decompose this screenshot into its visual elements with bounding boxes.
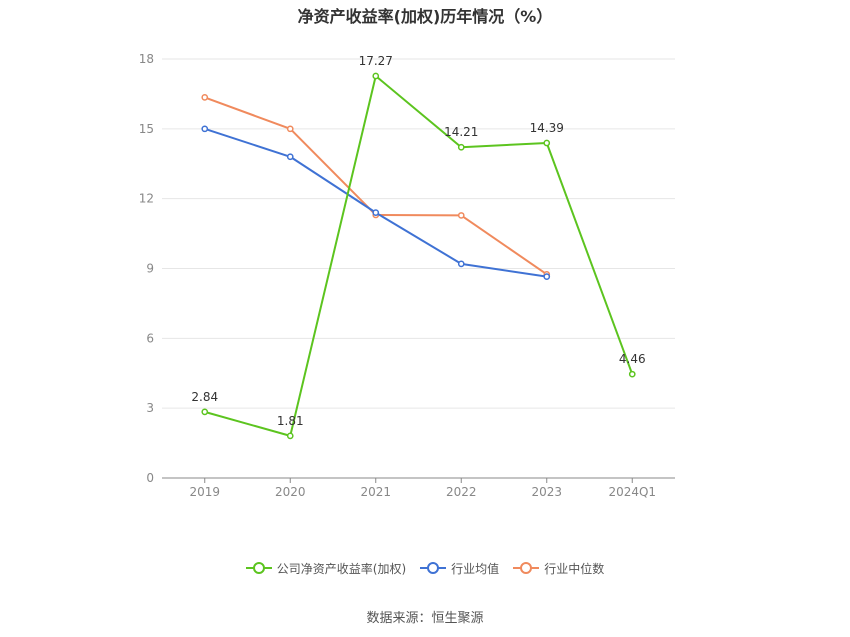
data-point-company (201, 408, 209, 416)
x-tick-label: 2024Q1 (608, 485, 656, 499)
data-point-industry_avg (457, 260, 465, 268)
legend-swatch-marker (252, 562, 265, 574)
data-point-industry_avg (372, 209, 380, 216)
data-point-company (286, 432, 294, 440)
x-tick-label: 2019 (189, 485, 220, 499)
grid-lines (162, 58, 675, 409)
legend-swatch-marker (520, 562, 533, 574)
data-point-company (372, 72, 380, 80)
legend-label: 行业中位数 (544, 561, 605, 576)
data-point-industry_median (201, 94, 209, 101)
data-label: 14.39 (530, 121, 564, 135)
data-label: 2.84 (191, 390, 218, 404)
series-line-industry_median (204, 96, 548, 276)
x-tick-label: 2023 (531, 485, 562, 499)
y-tick-label: 0 (146, 471, 154, 485)
x-tick-label: 2022 (446, 485, 477, 499)
data-point-industry_avg (286, 153, 294, 161)
legend: 公司净资产收益率(加权) 行业均值 行业中位数 (0, 558, 850, 578)
legend-swatch-icon (513, 562, 540, 574)
x-tick-label: 2021 (360, 485, 391, 499)
chart-title: 净资产收益率(加权)历年情况（%） (297, 7, 553, 26)
legend-label: 公司净资产收益率(加权) (276, 561, 407, 576)
data-point-industry_median (286, 125, 294, 133)
y-tick-label: 12 (139, 192, 154, 206)
legend-swatch-icon (420, 562, 447, 574)
data-point-industry_avg (543, 273, 551, 280)
data-label: 4.46 (619, 352, 646, 366)
x-tick-label: 2020 (275, 485, 306, 499)
data-label: 1.81 (277, 414, 304, 428)
data-label: 14.21 (444, 125, 478, 139)
series-lines (201, 72, 636, 440)
legend-swatch-icon (245, 562, 272, 574)
data-point-company (543, 139, 551, 147)
data-labels: 2.84 1.81 17.27 14.21 14.39 4.46 (191, 54, 645, 428)
data-point-industry_median (457, 212, 465, 219)
data-point-company (457, 143, 465, 151)
y-tick-label: 9 (146, 262, 154, 276)
legend-label: 行业均值 (451, 561, 500, 576)
legend-item-industry_avg[interactable]: 行业均值 (420, 560, 499, 577)
series-line-industry_avg (204, 127, 547, 278)
y-tick-label: 6 (146, 331, 154, 345)
series-line-company (204, 74, 634, 437)
y-tick-label: 15 (139, 122, 154, 136)
legend-item-company[interactable]: 公司净资产收益率(加权) (245, 560, 407, 577)
legend-item-industry_median[interactable]: 行业中位数 (513, 560, 604, 577)
source-note: 数据来源：恒生聚源 (366, 611, 484, 626)
data-label: 17.27 (359, 54, 393, 68)
data-point-industry_avg (201, 125, 209, 133)
legend-swatch-marker (427, 562, 440, 574)
axes: 0 3 6 9 12 15 18 2019 2020 2021 2022 2023 2024Q1 (139, 52, 675, 499)
data-point-company (628, 370, 636, 378)
y-tick-label: 3 (146, 401, 154, 415)
y-tick-label: 18 (139, 52, 154, 66)
